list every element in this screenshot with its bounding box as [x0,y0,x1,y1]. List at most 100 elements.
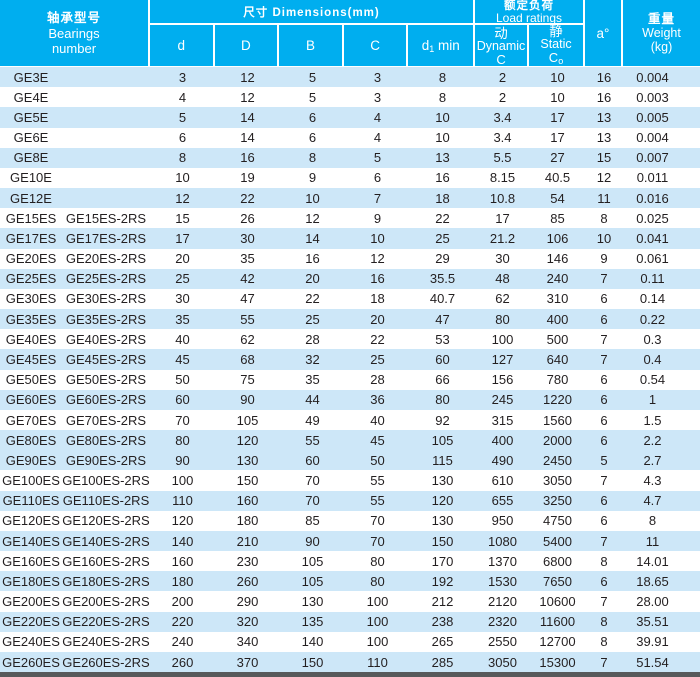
dim-B-cell: 14 [305,230,320,246]
bearing-name-cell: GE5E [13,109,49,125]
dim-d1min-cell: 115 [432,452,453,468]
table-row: GE30ES GE30ES-2RS 30 47 22 18 40.7 62 310 6 0.14 [0,288,700,310]
bearing-name-2rs-cell: GE240ES-2RS [62,634,150,650]
dynamic-load-cell: 2320 [488,614,517,630]
weight-cell: 0.14 [639,291,666,307]
bearing-name-2rs-cell: GE180ES-2RS [62,573,150,589]
bearing-name-2rs-cell: GE100ES-2RS [62,473,150,489]
dim-C-cell: 45 [370,432,385,448]
static-load-cell: 310 [546,291,569,307]
dim-d-cell: 35 [175,311,190,327]
static-load-cell: 2450 [543,452,572,468]
dim-d1min-cell: 18 [435,190,450,206]
static-load-cell: 1220 [543,392,572,408]
dim-d-cell: 240 [171,634,194,650]
static-load-cell: 500 [546,331,569,347]
weight-cell: 0.54 [639,372,666,388]
static-load-cell: 2000 [543,432,572,448]
dim-d1min-cell: 80 [435,392,450,408]
dim-B-cell: 150 [301,654,324,670]
dim-B-cell: 90 [305,533,320,549]
angle-cell: 6 [600,412,608,428]
angle-cell: 7 [600,351,608,367]
static-load-cell: 780 [546,372,569,388]
dim-d1min-cell: 66 [435,372,450,388]
dim-d-cell: 8 [178,150,187,166]
dynamic-zh: 动 [494,26,508,41]
footer-bar [0,672,700,677]
weight-cell: 0.005 [636,109,669,125]
table-row: GE8E 8 16 8 5 13 5.5 27 15 0.007 [0,147,700,168]
static-load-cell: 4750 [543,513,572,529]
angle-cell: 16 [596,69,612,85]
dim-d-cell: 100 [171,473,194,489]
dim-D-cell: 68 [240,351,255,367]
header-dimensions-subrow: d D B C d1 min [150,25,474,66]
header-col-d: d [150,25,215,66]
static-load-cell: 17 [550,130,565,146]
static-load-cell: 10600 [539,594,576,610]
header-dimensions-group: 尺寸 Dimensions(mm) d D B C d1 min [150,0,475,66]
static-load-cell: 40.5 [544,170,571,186]
bearing-name-2rs-cell: GE50ES-2RS [65,372,147,388]
dim-d1min-cell: 105 [431,432,454,448]
bearing-name-2rs-cell: GE40ES-2RS [65,331,147,347]
dynamic-load-cell: 21.2 [489,230,516,246]
dynamic-load-cell: 1370 [488,553,517,569]
dim-B-cell: 32 [305,351,320,367]
dynamic-load-cell: 10.8 [489,190,516,206]
angle-cell: 6 [600,392,608,408]
static-load-cell: 15300 [539,654,576,670]
dim-d1min-cell: 25 [435,230,450,246]
static-load-cell: 10 [550,89,565,105]
dim-d-cell: 160 [171,553,194,569]
dim-D-cell: 47 [240,291,255,307]
dim-D-cell: 30 [240,230,255,246]
weight-cell: 0.025 [636,210,669,226]
dim-d-cell: 17 [175,230,190,246]
weight-cell: 0.004 [636,69,669,85]
header-col-C: C [343,25,409,66]
dim-B-cell: 70 [305,473,320,489]
dim-D-cell: 35 [240,251,255,267]
dim-B-cell: 5 [308,89,317,105]
angle-cell: 8 [600,553,608,569]
header-bearings-zh: 轴承型号 [46,10,101,25]
dynamic-load-cell: 48 [495,271,510,287]
angle-cell: 7 [600,331,608,347]
dim-B-cell: 35 [305,372,320,388]
dim-B-cell: 105 [301,553,324,569]
angle-cell: 10 [596,230,612,246]
dim-B-cell: 135 [301,614,324,630]
dim-C-cell: 70 [370,533,385,549]
bearing-name-cell: GE25ES [5,271,57,287]
dim-d1min-cell: 285 [431,654,454,670]
static-load-cell: 3250 [543,493,572,509]
dim-d1min-cell: 40.7 [429,291,456,307]
weight-cell: 0.003 [636,89,669,105]
dim-D-cell: 340 [236,634,259,650]
weight-cell: 2.2 [643,432,662,448]
angle-cell: 13 [596,109,612,125]
dim-C-cell: 18 [370,291,385,307]
static-load-cell: 640 [546,351,569,367]
static-load-cell: 54 [550,190,565,206]
static-load-cell: 17 [550,109,565,125]
dynamic-load-cell: 156 [491,372,514,388]
table-row: GE180ES GE180ES-2RS 180 260 105 80 192 1530 7650… [0,571,700,592]
table-row: GE12E 12 22 10 7 18 10.8 54 11 0.016 [0,188,700,209]
table-row: GE45ES GE45ES-2RS 45 68 32 25 60 127 640 7 0.4 [0,349,700,370]
dynamic-load-cell: 3.4 [493,109,512,125]
dim-d1min-cell: 29 [435,251,450,267]
angle-cell: 7 [600,594,608,610]
table-row: GE90ES GE90ES-2RS 90 130 60 50 115 490 2450 5 2.7 [0,450,700,471]
dim-C-cell: 55 [370,473,385,489]
dynamic-load-cell: 315 [491,412,514,428]
dim-D-cell: 290 [236,594,259,610]
table-row: GE120ES GE120ES-2RS 120 180 85 70 130 950 4750 6 8 [0,510,700,531]
header-col-d1min: d1 min [408,25,474,66]
table-row: GE10E 10 19 9 6 16 8.15 40.5 12 0.011 [0,167,700,189]
header-col-D: D [214,25,280,66]
angle-cell: 6 [600,311,608,327]
static-symbol: Co [549,51,563,68]
